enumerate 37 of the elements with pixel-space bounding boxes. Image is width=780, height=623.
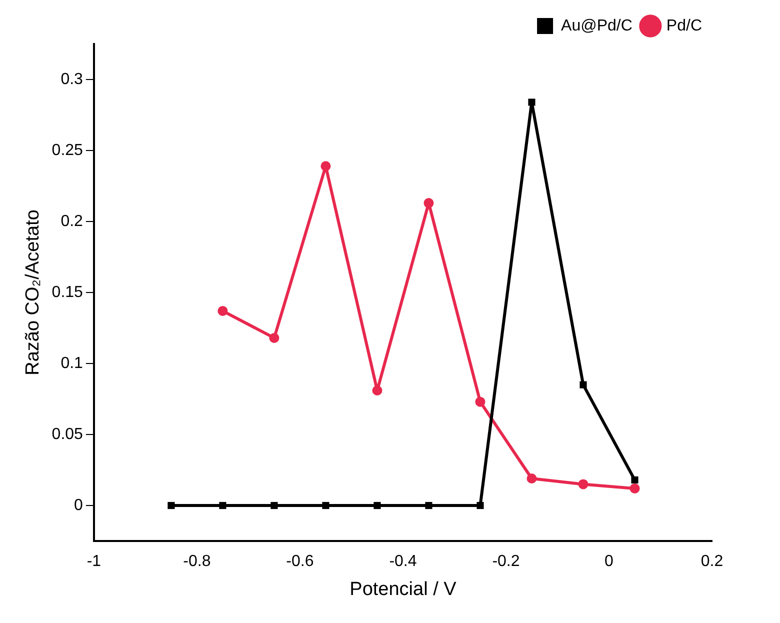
y-tick-label: 0.2 xyxy=(60,212,84,230)
y-tick-label: 0.15 xyxy=(52,284,84,301)
x-tick-label: 0 xyxy=(604,553,614,570)
point xyxy=(476,502,484,510)
y-axis-title: Razão CO₂/Acetato xyxy=(22,210,44,376)
point xyxy=(219,502,226,510)
point xyxy=(425,502,432,510)
point xyxy=(270,502,278,510)
y-tick-label: 0.25 xyxy=(52,142,84,159)
point xyxy=(578,479,588,490)
point xyxy=(526,474,537,484)
point xyxy=(580,381,587,388)
point xyxy=(424,198,434,208)
point xyxy=(320,161,331,172)
y-tick-label: 0.1 xyxy=(60,354,84,372)
point xyxy=(168,502,175,510)
x-tick-label: -0.8 xyxy=(183,553,211,570)
point xyxy=(528,98,536,106)
legend-label: Au@Pd/C xyxy=(561,17,632,34)
legend-label: Pd/C xyxy=(666,17,702,34)
y-tick-label: 0.3 xyxy=(60,70,84,88)
point xyxy=(631,476,638,484)
x-axis-title: Potencial / V xyxy=(350,578,457,600)
point xyxy=(322,502,330,510)
x-tick-label: -0.2 xyxy=(492,553,520,570)
x-tick-label: 0.2 xyxy=(700,553,724,570)
y-tick-label: 0 xyxy=(74,496,84,514)
x-tick-label: -0.4 xyxy=(389,553,417,570)
point xyxy=(374,502,381,510)
point xyxy=(630,483,640,494)
point xyxy=(372,385,382,396)
x-tick-label: -0.6 xyxy=(286,553,314,570)
y-tick-label: 0.05 xyxy=(52,426,84,443)
x-tick-label: -1 xyxy=(86,553,102,570)
point xyxy=(218,306,228,316)
point xyxy=(475,396,486,407)
point xyxy=(269,332,280,343)
